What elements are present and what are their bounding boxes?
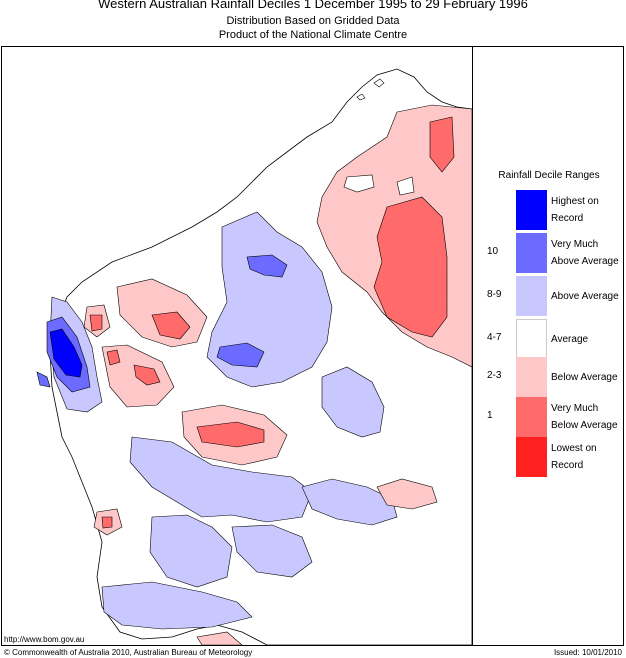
- island-north-2: [356, 93, 366, 101]
- footer-copyright: © Commonwealth of Australia 2010, Austra…: [4, 648, 253, 657]
- region-above-average-south-coast: [101, 581, 253, 630]
- region-above-average-southwest: [149, 514, 233, 588]
- legend-item-highest: Highest on Record: [474, 190, 624, 230]
- region-very-much-below-goldfields: [196, 421, 265, 448]
- map-subtitle-gridded: Distribution Based on Gridded Data: [226, 15, 400, 27]
- region-very-much-above-central-2: [216, 342, 265, 368]
- rainfall-map: [36, 68, 472, 645]
- map-frame: [1, 46, 624, 646]
- map-title: Western Australian Rainfall Deciles 1 De…: [98, 0, 528, 11]
- legend-swatch: [516, 357, 547, 397]
- legend-label: Above Average: [551, 291, 619, 302]
- legend-title: Rainfall Decile Ranges: [498, 170, 600, 181]
- legend-swatch: [516, 233, 547, 273]
- region-above-average-south-central: [129, 436, 313, 523]
- region-above-average-south-east: [301, 478, 398, 526]
- legend-swatch: [516, 437, 547, 477]
- footer-url: http://www.bom.gov.au: [4, 635, 85, 644]
- legend-code: 10: [487, 246, 499, 257]
- legend-code: 4-7: [487, 332, 502, 343]
- region-average-hole-1: [343, 174, 375, 193]
- legend-code: 2-3: [487, 370, 502, 381]
- legend-label: Highest on Record: [551, 196, 599, 224]
- legend-item-lowest: Lowest on Record: [474, 437, 624, 477]
- legend-label: Very Much Below Average: [551, 403, 618, 431]
- region-very-much-below-ne: [429, 116, 455, 173]
- region-very-much-above-central-1: [246, 254, 288, 278]
- region-above-average-south: [231, 524, 313, 578]
- legend-swatch: [516, 319, 547, 359]
- region-below-average-south-east-coast: [376, 478, 438, 510]
- legend-code: 1: [487, 410, 493, 421]
- footer-issued-date: Issued: 10/01/2010: [553, 648, 622, 657]
- legend-label: Very Much Above Average: [551, 239, 619, 267]
- legend-item-very-much-above: 10 Very Much Above Average: [474, 233, 624, 273]
- legend-swatch: [516, 397, 547, 437]
- region-very-much-above-coast: [36, 371, 51, 388]
- legend-label: Lowest on Record: [551, 443, 597, 471]
- region-average-hole-2: [396, 176, 415, 196]
- region-very-much-below-pilbara-4: [106, 349, 121, 366]
- region-very-much-below-east: [373, 196, 448, 338]
- region-above-average-central: [206, 211, 333, 388]
- region-very-much-below-pilbara-1: [151, 311, 191, 340]
- legend-label: Below Average: [551, 372, 618, 383]
- region-below-average-north-central: [196, 631, 243, 645]
- legend-label: Average: [551, 334, 589, 345]
- legend-item-average: 4-7 Average: [474, 319, 624, 359]
- legend-swatch: [516, 190, 547, 230]
- legend-item-very-much-below: 1 Very Much Below Average: [474, 397, 624, 437]
- region-above-average-east-central: [321, 366, 385, 438]
- legend-code: 8-9: [487, 289, 502, 300]
- region-very-much-below-pilbara-3: [133, 364, 161, 386]
- region-very-much-below-southwest: [101, 516, 113, 529]
- legend-item-below-average: 2-3 Below Average: [474, 357, 624, 397]
- map-subtitle-product: Product of the National Climate Centre: [218, 29, 408, 41]
- region-very-much-below-pilbara-2: [89, 314, 103, 332]
- legend-swatch: [516, 276, 547, 316]
- legend-divider: [472, 46, 473, 646]
- island-north-1: [373, 78, 385, 88]
- region-highest-on-record-west: [49, 328, 83, 378]
- legend-item-above-average: 8-9 Above Average: [474, 276, 624, 316]
